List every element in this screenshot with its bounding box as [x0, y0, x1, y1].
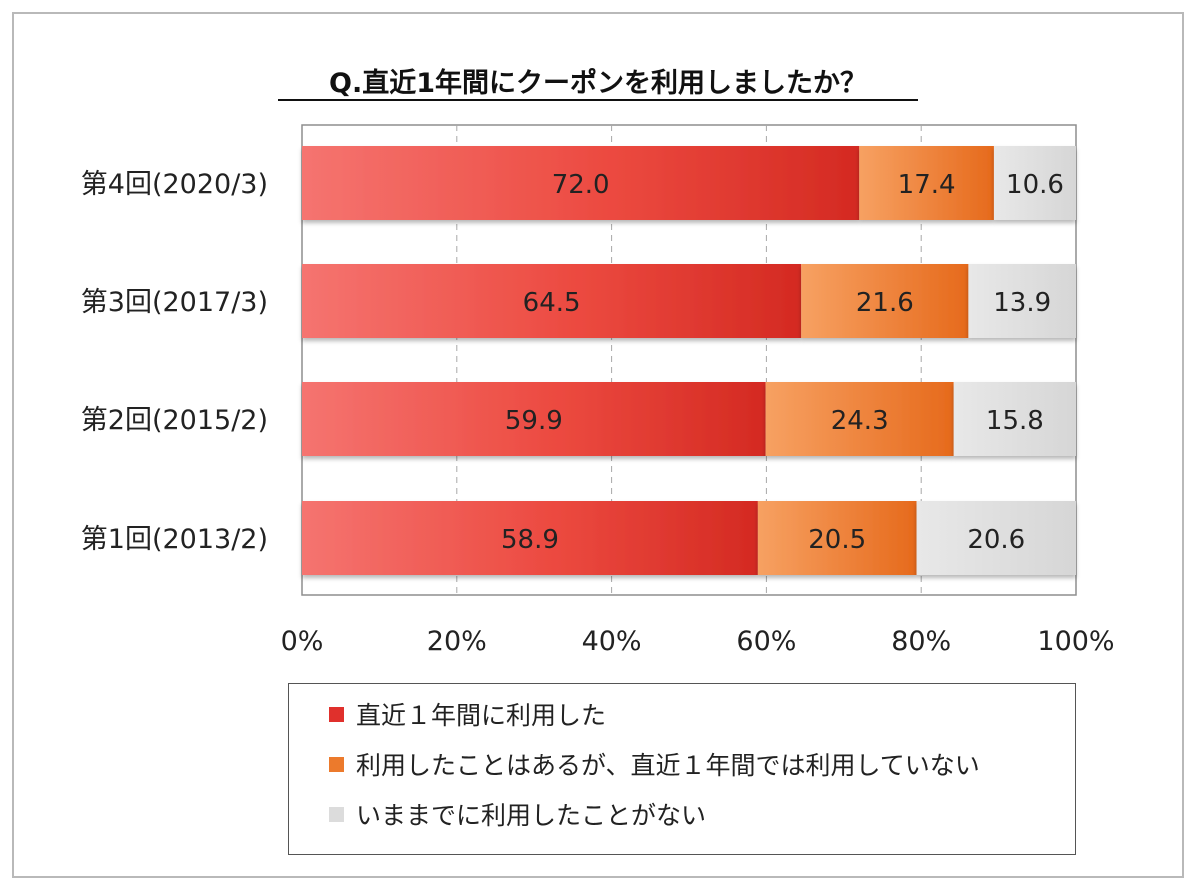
chart-title: Q.直近1年間にクーポンを利用しましたか？	[329, 67, 867, 99]
x-tick-label: 80%	[891, 626, 951, 657]
bar-segment	[859, 146, 994, 220]
category-labels: 第4回(2020/3) 第3回(2017/3) 第2回(2015/2) 第1回(201…	[81, 169, 268, 555]
bar-segment	[302, 501, 758, 575]
legend: 直近１年間に利用した利用したことはあるが、直近１年間では利用していない いままでに…	[288, 683, 1076, 855]
x-tick-label: 0%	[281, 626, 324, 657]
x-tick-label: 60%	[736, 626, 796, 657]
bar-segment	[953, 382, 1076, 456]
x-tick-label: 100%	[1037, 626, 1114, 657]
value-label: 13.9	[993, 288, 1051, 318]
bar-segment	[757, 501, 917, 575]
category-label: 第4回(2020/3)	[81, 169, 268, 200]
value-label: 20.6	[967, 525, 1025, 555]
value-label: 72.0	[552, 170, 610, 200]
bar-segment	[765, 382, 954, 456]
value-label: 64.5	[523, 288, 581, 318]
legend-label: 利用したことはあるが、直近１年間では利用していない	[356, 751, 980, 780]
value-label: 15.8	[986, 406, 1044, 436]
value-label: 20.5	[808, 525, 866, 555]
x-tick-label: 20%	[427, 626, 487, 657]
value-label: 58.9	[501, 525, 559, 555]
legend-swatch	[329, 806, 344, 822]
category-label: 第3回(2017/3)	[81, 287, 268, 318]
bar-segment	[916, 501, 1076, 575]
legend-item: いままでに利用したことがない	[329, 794, 706, 834]
value-label: 21.6	[856, 288, 914, 318]
bar-segment	[968, 264, 1076, 338]
legend-label: 直近１年間に利用した	[356, 701, 607, 730]
bar-segment	[993, 146, 1076, 220]
value-label: 17.4	[898, 170, 956, 200]
legend-label: いままでに利用したことがない	[356, 801, 707, 830]
category-label: 第2回(2015/2)	[81, 405, 268, 436]
legend-swatch	[329, 756, 344, 772]
bar-segment	[302, 146, 860, 220]
value-label: 59.9	[505, 406, 563, 436]
x-tick-labels: 0% 20% 40% 60% 80% 100%	[281, 626, 1115, 657]
bar-segment	[302, 382, 766, 456]
bar-segment	[302, 264, 802, 338]
category-label: 第1回(2013/2)	[81, 524, 268, 555]
value-labels: 72.0 17.4 10.6 64.5 21.6 13.9 59.9 24.3 15.8 58.9…	[501, 170, 1064, 555]
legend-item: 利用したことはあるが、直近１年間では利用していない	[329, 744, 980, 784]
value-label: 10.6	[1006, 170, 1064, 200]
legend-swatch	[329, 706, 344, 722]
x-tick-label: 40%	[582, 626, 642, 657]
bar-segment	[801, 264, 969, 338]
legend-item: 直近１年間に利用した	[329, 694, 606, 734]
value-label: 24.3	[831, 406, 889, 436]
bars	[302, 146, 1076, 575]
